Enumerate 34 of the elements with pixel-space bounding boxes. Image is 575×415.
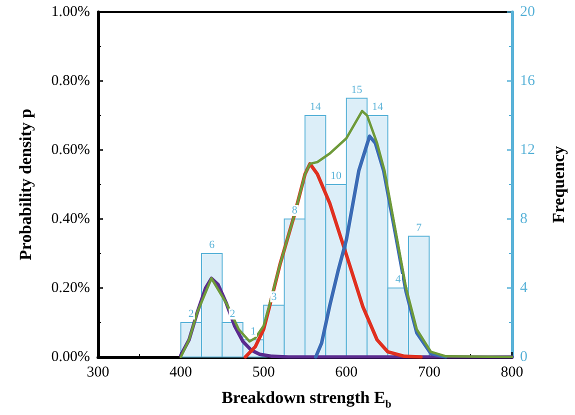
y2-tick-label: 0 — [520, 349, 528, 365]
y-axis-title: Probability density p — [16, 108, 35, 260]
data-label: 15 — [351, 84, 363, 96]
data-label: 2 — [188, 308, 194, 320]
y2-tick-label: 16 — [520, 73, 536, 89]
x-tick-label: 600 — [335, 364, 358, 380]
y-tick-label: 0.40% — [51, 211, 90, 227]
x-axis-title: Breakdown strength E$_{b}$ — [220, 388, 392, 412]
data-label: 10 — [330, 170, 342, 182]
x-tick-label: 500 — [252, 364, 275, 380]
data-label: 7 — [416, 222, 422, 234]
data-label: 6 — [209, 239, 216, 251]
line-series — [180, 110, 514, 358]
data-label: 4 — [395, 274, 402, 286]
y-tick-label: 0.60% — [51, 142, 90, 158]
y2-tick-label: 8 — [520, 211, 528, 227]
data-label: 14 — [310, 101, 322, 113]
y2-axis-title: Frequency — [549, 145, 568, 224]
data-label: 2 — [230, 308, 236, 320]
data-label: 14 — [372, 101, 384, 113]
y2-tick-label: 12 — [520, 142, 535, 158]
y-tick-label: 0.00% — [51, 349, 90, 365]
x-tick-label: 800 — [500, 364, 524, 380]
y-tick-label: 0.80% — [51, 73, 90, 89]
data-label: 8 — [292, 204, 298, 216]
y2-tick-label: 20 — [520, 4, 535, 20]
data-label: 1 — [250, 325, 256, 338]
x-tick-label: 700 — [418, 364, 440, 380]
data-label: 3 — [271, 290, 278, 303]
y-tick-label: 0.20% — [51, 280, 90, 296]
y-tick-label: 1.00% — [51, 4, 90, 20]
x-tick-label: 400 — [170, 364, 192, 380]
x-tick-label: 300 — [86, 364, 110, 380]
y2-tick-label: 4 — [520, 280, 528, 296]
